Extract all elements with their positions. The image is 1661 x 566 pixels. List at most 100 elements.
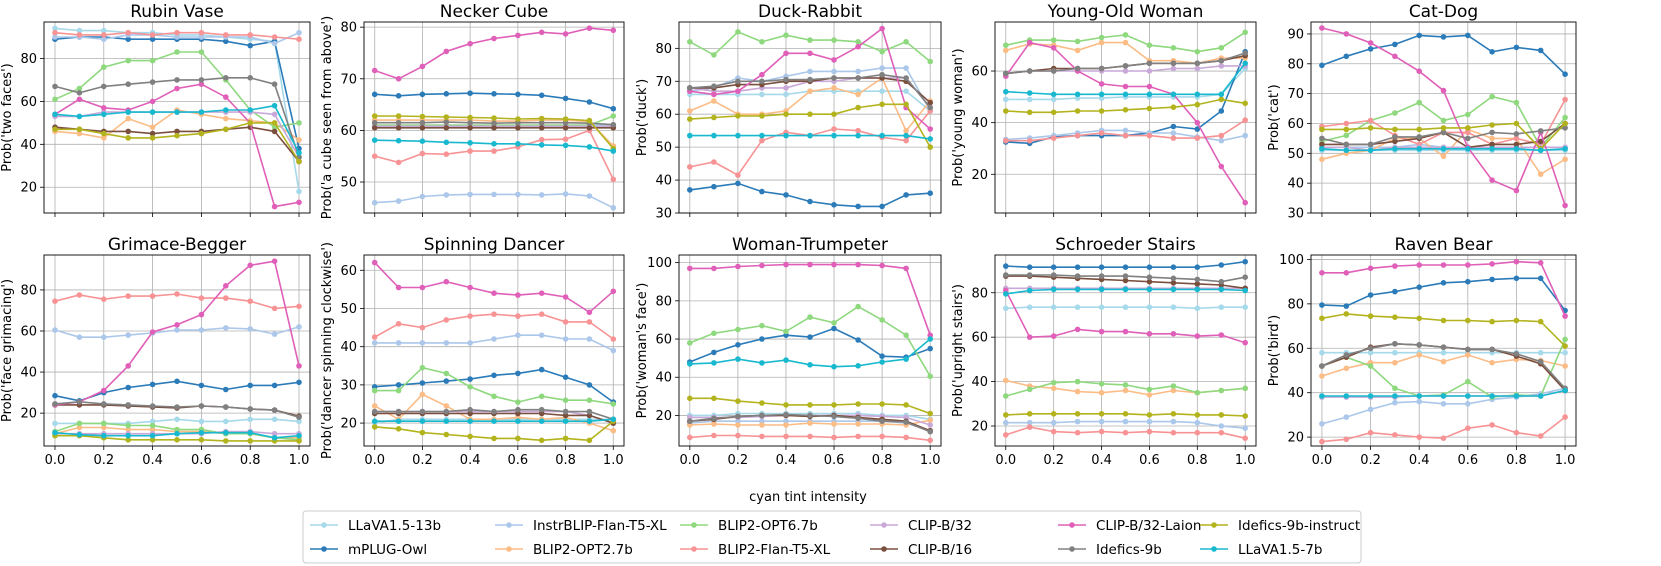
data-point <box>1026 68 1033 74</box>
data-point <box>586 144 593 150</box>
data-point <box>223 438 229 444</box>
data-point <box>371 67 378 74</box>
data-point <box>831 37 837 43</box>
data-point <box>515 91 521 98</box>
legend-item: LLaVA1.5-7b <box>1200 542 1322 558</box>
y-tick-label: 50 <box>340 176 357 191</box>
data-point <box>1489 318 1495 325</box>
legend-swatch-marker <box>881 546 887 552</box>
data-point <box>1343 141 1350 148</box>
data-point <box>491 191 497 198</box>
data-point <box>538 192 545 198</box>
data-point <box>1562 120 1568 127</box>
data-point <box>296 158 302 165</box>
series-blip2-flan-t5-xl <box>1003 424 1248 442</box>
series-line <box>1005 290 1246 344</box>
x-tick-label: 0.8 <box>872 453 893 468</box>
data-point <box>1319 141 1325 148</box>
data-point <box>1003 108 1009 114</box>
data-point <box>1170 60 1177 67</box>
data-point <box>1194 389 1201 396</box>
data-point <box>1343 147 1350 154</box>
x-tick-label: 0.4 <box>142 453 163 468</box>
data-point <box>101 27 107 34</box>
data-point <box>1562 125 1568 131</box>
data-point <box>711 415 717 422</box>
data-point <box>1122 132 1129 139</box>
data-point <box>1562 343 1568 349</box>
data-point <box>271 430 278 437</box>
data-point <box>1242 117 1248 123</box>
data-point <box>419 284 426 291</box>
data-point <box>198 49 205 55</box>
data-point <box>198 77 205 83</box>
data-point <box>759 137 765 144</box>
data-point <box>395 321 402 327</box>
data-point <box>1537 47 1544 54</box>
data-point <box>538 393 545 400</box>
data-point <box>711 132 717 139</box>
data-point <box>562 397 569 404</box>
data-point <box>735 78 741 85</box>
data-point <box>1194 48 1201 55</box>
data-point <box>855 39 861 45</box>
data-point <box>1392 53 1398 60</box>
data-point <box>711 83 717 89</box>
data-point <box>610 27 617 34</box>
series-line <box>1321 27 1566 206</box>
data-point <box>515 399 521 405</box>
data-point <box>149 79 156 85</box>
data-point <box>296 324 302 330</box>
data-point <box>1170 135 1177 141</box>
data-point <box>855 261 861 268</box>
data-point <box>1392 138 1398 145</box>
data-point <box>174 416 180 423</box>
data-point <box>1489 177 1495 183</box>
data-point <box>1367 265 1374 272</box>
x-tick-label: 0.8 <box>1187 453 1208 468</box>
data-point <box>491 372 497 379</box>
data-point <box>223 418 229 425</box>
data-point <box>1098 304 1105 311</box>
data-point <box>1562 202 1568 209</box>
legend: LLaVA1.5-13b mPLUG-Owl InstrBLIP-Flan-T5-X… <box>302 510 1362 564</box>
x-axis-label: cyan tint intensity <box>749 490 867 505</box>
y-tick-label: 100 <box>1279 253 1304 268</box>
legend-label: mPLUG-Owl <box>348 542 427 558</box>
data-point <box>1146 83 1153 90</box>
data-point <box>783 357 789 363</box>
data-point <box>1242 385 1248 392</box>
data-point <box>1465 262 1471 268</box>
data-point <box>125 29 131 36</box>
data-point <box>1513 258 1520 265</box>
data-point <box>1170 331 1177 337</box>
data-point <box>419 340 426 346</box>
y-tick-label: 40 <box>971 375 988 390</box>
data-point <box>1562 363 1568 369</box>
data-point <box>1343 270 1350 276</box>
data-point <box>419 408 426 415</box>
series-idefics-9b <box>371 119 617 128</box>
data-point <box>296 418 302 425</box>
data-point <box>687 85 693 91</box>
data-point <box>1098 418 1105 425</box>
data-point <box>1392 263 1398 269</box>
data-point <box>1489 261 1495 267</box>
data-point <box>1218 63 1225 69</box>
data-point <box>879 71 885 78</box>
data-point <box>1218 132 1225 139</box>
data-point <box>927 417 933 424</box>
data-point <box>783 111 789 117</box>
data-point <box>1122 107 1129 113</box>
data-point <box>1194 429 1201 436</box>
data-point <box>711 330 717 337</box>
data-point <box>1026 304 1033 311</box>
data-point <box>735 113 741 119</box>
data-point <box>76 292 83 298</box>
series-llava1-5-7b <box>1003 60 1248 98</box>
data-point <box>711 349 717 356</box>
data-point <box>223 283 229 289</box>
data-point <box>1465 125 1471 131</box>
data-point <box>1562 114 1568 121</box>
data-point <box>831 402 837 408</box>
